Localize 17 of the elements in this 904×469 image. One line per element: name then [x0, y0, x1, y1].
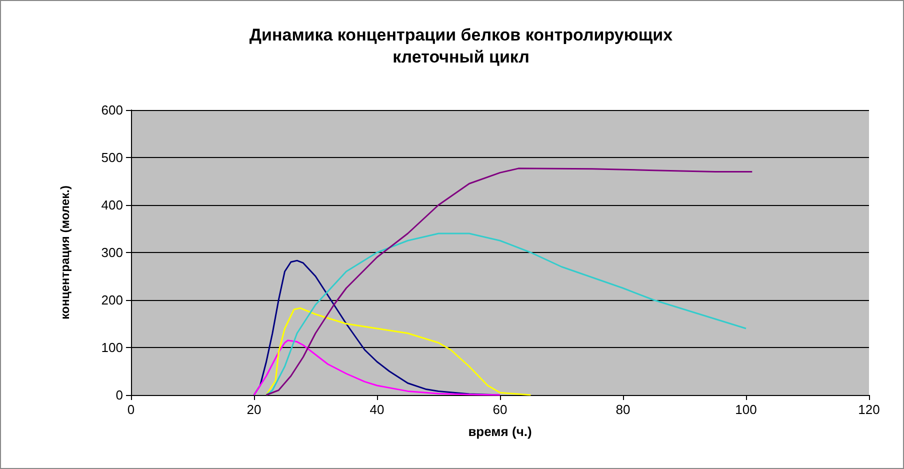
y-tick-label: 0 [116, 388, 123, 402]
y-tick-label: 300 [101, 245, 123, 260]
y-tick-label: 600 [101, 102, 123, 118]
y-tick-label: 100 [101, 340, 123, 355]
y-tick-label: 500 [101, 150, 123, 165]
x-axis-title: время (ч.) [468, 424, 532, 439]
x-tick-label: 0 [127, 402, 135, 417]
x-tick-label: 120 [858, 402, 880, 417]
x-tick-label: 80 [616, 402, 630, 417]
x-tick-label: 60 [492, 402, 508, 417]
x-tick-label: 40 [370, 402, 384, 417]
chart-title: Динамика концентрации белков контролирующих клеточный цикл [249, 26, 674, 66]
y-axis-title: концентрация (молек.) [58, 186, 72, 320]
y-tick-label: 400 [101, 198, 123, 212]
x-tick-label: 100 [735, 402, 757, 417]
x-tick-label: 20 [246, 402, 262, 417]
y-tick-label: 200 [101, 292, 123, 308]
